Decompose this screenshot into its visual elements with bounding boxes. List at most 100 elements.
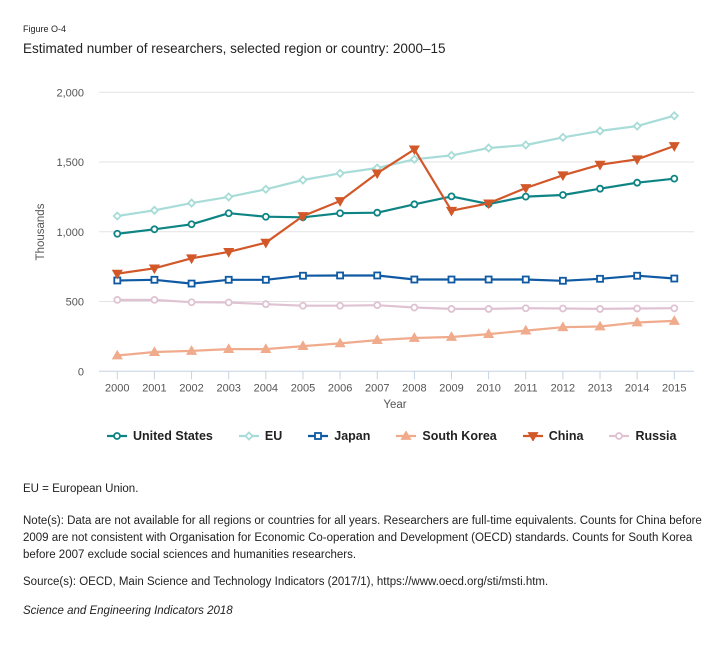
point-japan[interactable] [410,275,419,284]
point-japan[interactable] [633,271,642,280]
point-russia[interactable] [113,295,122,304]
legend-item-south-korea[interactable]: South Korea [396,429,497,443]
point-eu[interactable] [112,211,123,221]
point-united-states[interactable] [559,191,567,199]
point-south-korea[interactable] [483,328,495,338]
point-japan[interactable] [596,274,604,283]
point-united-states[interactable] [373,208,382,217]
point-china[interactable] [557,171,569,182]
point-russia[interactable] [261,300,270,309]
point-south-korea[interactable] [371,334,383,344]
point-eu[interactable] [520,140,531,150]
point-russia[interactable] [447,305,456,313]
point-china[interactable] [408,145,420,156]
point-russia[interactable] [336,301,345,310]
legend-marker-shape[interactable] [615,432,624,440]
point-japan[interactable] [261,275,270,284]
point-eu[interactable] [558,132,568,143]
point-eu[interactable] [669,110,680,121]
point-south-korea[interactable] [520,324,532,335]
point-south-korea[interactable] [111,349,123,360]
point-united-states[interactable] [670,174,679,183]
legend-item-united-states[interactable]: United States [107,429,213,443]
point-china[interactable] [445,206,458,217]
point-china[interactable] [668,142,680,152]
point-japan[interactable] [187,279,196,288]
point-china[interactable] [594,160,606,171]
point-russia[interactable] [559,304,567,313]
point-china[interactable] [260,238,272,249]
point-russia[interactable] [670,304,679,313]
point-japan[interactable] [336,271,345,280]
point-south-korea[interactable] [297,340,309,350]
point-russia[interactable] [373,301,382,310]
point-south-korea[interactable] [668,315,680,325]
point-south-korea[interactable] [594,320,606,331]
point-eu[interactable] [186,198,197,208]
point-united-states[interactable] [521,192,530,201]
point-south-korea[interactable] [631,316,643,327]
point-japan[interactable] [447,275,456,284]
legend-marker-shape[interactable] [244,431,254,441]
point-russia[interactable] [633,304,642,313]
legend-item-eu[interactable]: EU [238,429,282,443]
point-south-korea[interactable] [223,343,235,354]
point-china[interactable] [483,199,495,210]
point-united-states[interactable] [261,212,270,221]
point-china[interactable] [186,254,198,265]
point-south-korea[interactable] [557,321,569,332]
point-russia[interactable] [150,295,159,304]
legend-item-russia[interactable]: Russia [609,429,676,443]
legend-marker-shape[interactable] [314,432,323,440]
point-russia[interactable] [521,304,530,313]
point-eu[interactable] [261,184,271,195]
point-eu[interactable] [483,143,494,153]
point-eu[interactable] [409,154,420,165]
point-japan[interactable] [373,271,382,280]
point-china[interactable] [223,247,235,258]
point-russia[interactable] [187,298,196,307]
point-eu[interactable] [595,126,605,136]
point-eu[interactable] [632,121,642,131]
point-south-korea[interactable] [334,337,346,348]
point-japan[interactable] [559,276,567,285]
point-china[interactable] [297,212,309,222]
point-russia[interactable] [410,303,419,312]
point-united-states[interactable] [633,178,642,187]
legend-item-japan[interactable]: Japan [308,429,370,443]
legend-marker-shape[interactable] [527,432,539,441]
point-japan[interactable] [224,275,233,284]
point-eu[interactable] [149,205,160,216]
point-china[interactable] [334,197,346,207]
point-united-states[interactable] [113,229,122,238]
point-russia[interactable] [224,298,233,307]
point-united-states[interactable] [150,225,159,234]
point-eu[interactable] [223,192,234,202]
point-china[interactable] [148,264,160,275]
point-china[interactable] [520,184,532,194]
point-japan[interactable] [521,275,530,284]
point-china[interactable] [111,269,123,280]
point-south-korea[interactable] [408,332,420,342]
point-japan[interactable] [150,275,159,284]
point-russia[interactable] [596,305,604,313]
point-japan[interactable] [299,271,307,280]
point-south-korea[interactable] [148,346,160,356]
point-south-korea[interactable] [445,331,458,341]
point-china[interactable] [631,155,643,166]
point-united-states[interactable] [447,192,456,201]
point-japan[interactable] [484,275,493,284]
point-united-states[interactable] [596,184,604,193]
point-south-korea[interactable] [260,343,272,354]
point-russia[interactable] [484,305,493,313]
legend-marker-shape[interactable] [113,432,121,440]
point-eu[interactable] [335,168,345,179]
point-united-states[interactable] [187,220,196,229]
point-united-states[interactable] [336,209,345,218]
point-united-states[interactable] [224,209,233,218]
point-japan[interactable] [670,274,679,283]
legend-marker-shape[interactable] [400,431,412,440]
point-russia[interactable] [299,301,307,310]
point-south-korea[interactable] [186,345,198,355]
point-eu[interactable] [446,150,457,161]
